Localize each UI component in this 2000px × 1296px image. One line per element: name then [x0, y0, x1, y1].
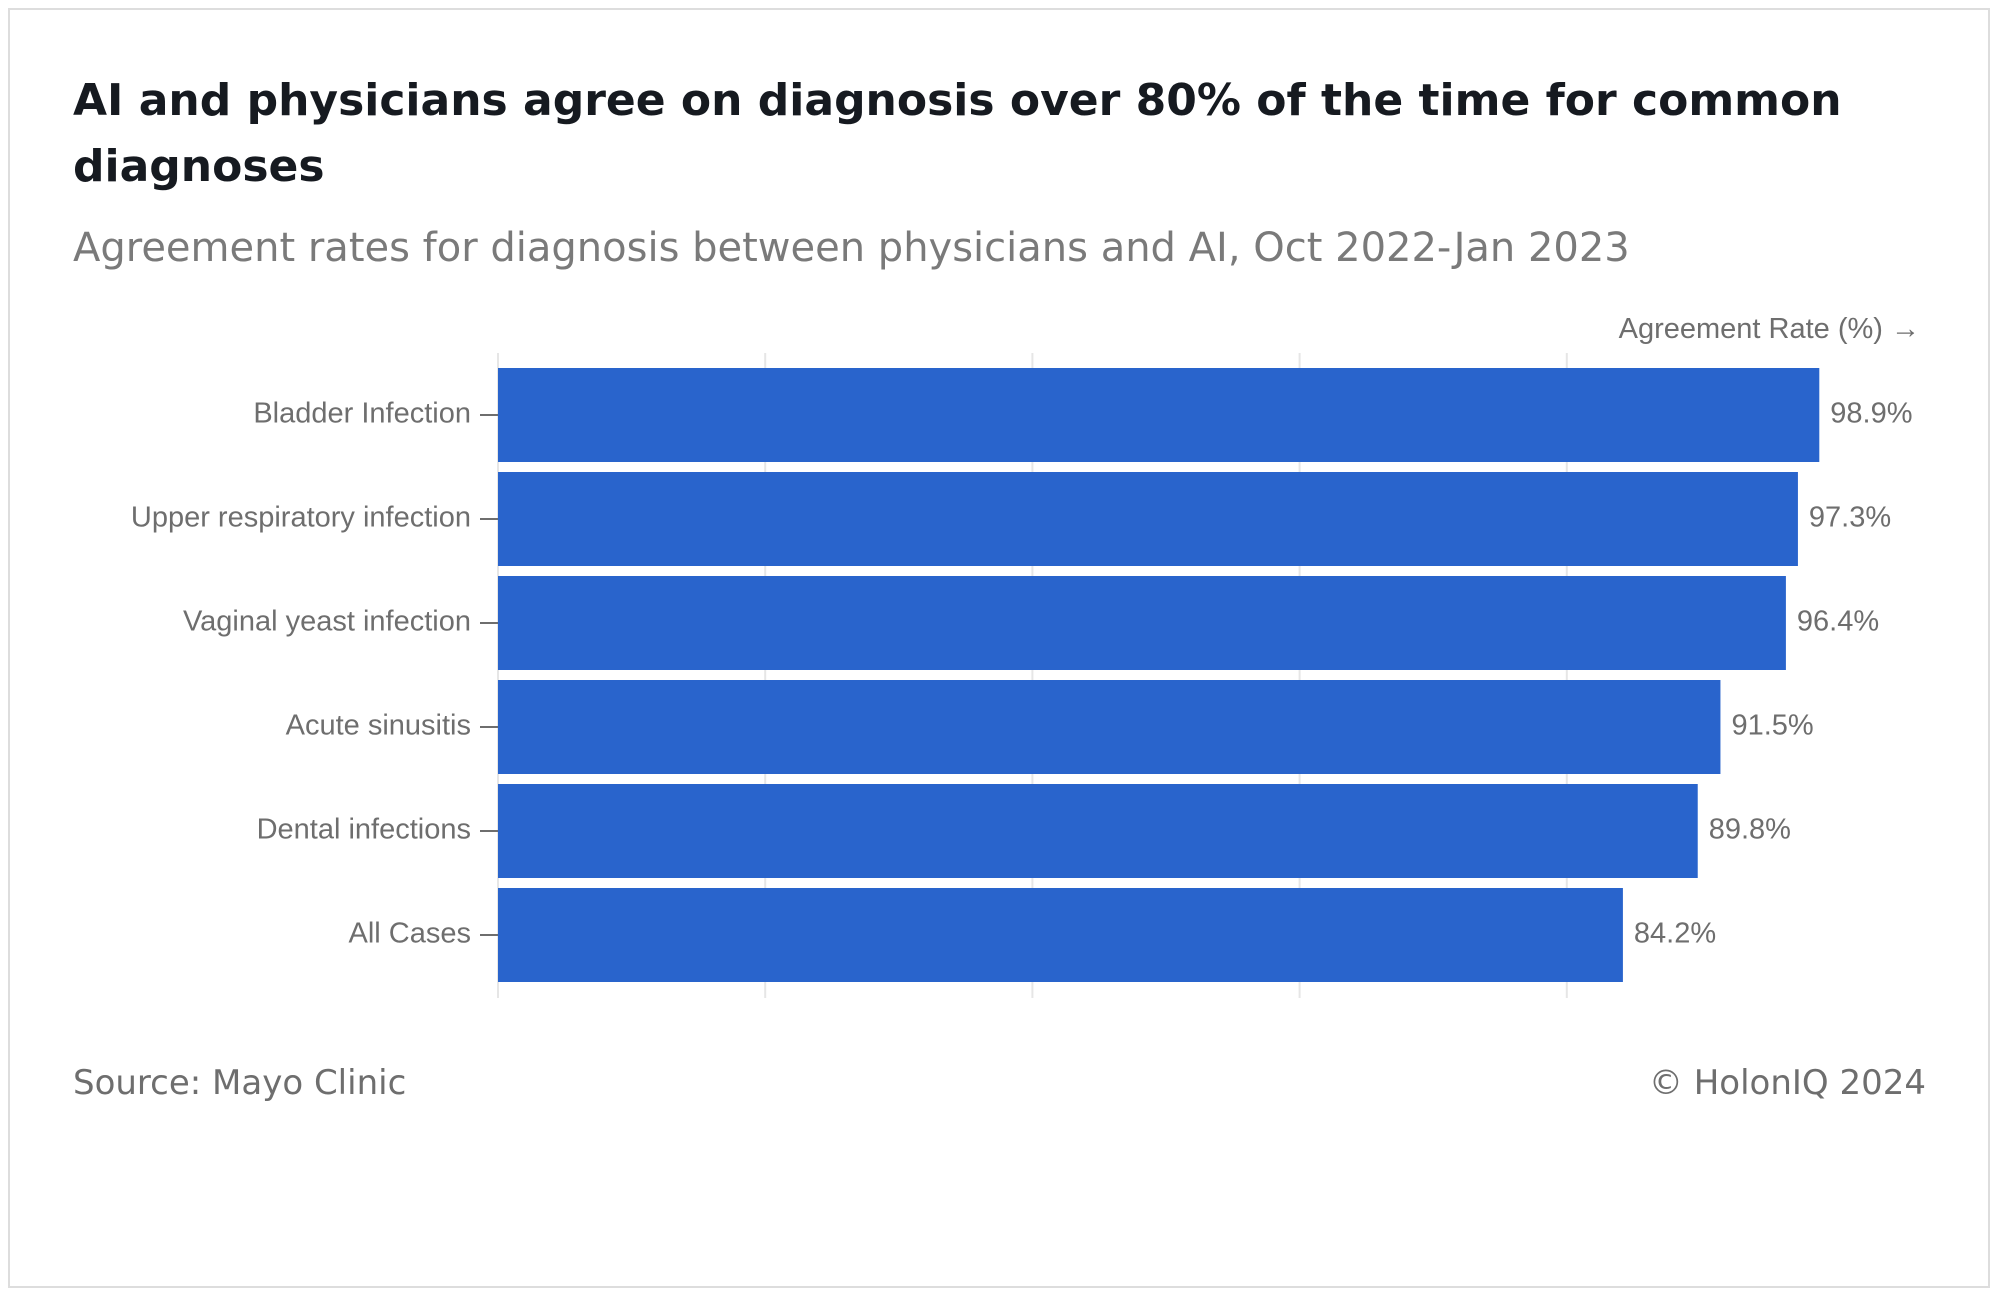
category-label: Dental infections — [257, 814, 471, 846]
data-label: 97.3% — [1809, 502, 1891, 534]
bar — [498, 784, 1698, 878]
bar — [498, 888, 1623, 982]
category-label: Vaginal yeast infection — [183, 606, 471, 638]
bars — [498, 368, 1820, 982]
chart-subtitle: Agreement rates for diagnosis between ph… — [73, 225, 1630, 271]
bar — [498, 680, 1721, 774]
source-note: Source: Mayo Clinic — [73, 1063, 407, 1103]
category-label: Acute sinusitis — [286, 710, 471, 742]
bar — [498, 576, 1786, 670]
chart-title: AI and physicians agree on diagnosis ove… — [73, 75, 1842, 192]
category-label: Bladder Infection — [253, 398, 471, 430]
bar — [498, 368, 1820, 462]
data-label: 98.9% — [1830, 398, 1912, 430]
copyright-note: © HolonIQ 2024 — [1648, 1063, 1926, 1103]
bar — [498, 472, 1798, 566]
data-label: 91.5% — [1731, 710, 1813, 742]
category-label: All Cases — [349, 918, 472, 950]
data-label: 96.4% — [1797, 606, 1879, 638]
category-labels: Bladder Infection Upper respiratory infec… — [131, 398, 498, 950]
data-label: 84.2% — [1634, 918, 1716, 950]
data-label: 89.8% — [1709, 814, 1791, 846]
x-axis-title: Agreement Rate (%) → — [1619, 313, 1920, 345]
category-label: Upper respiratory infection — [131, 502, 471, 534]
value-labels: 98.9% 97.3% 96.4% 91.5% 89.8% 84.2% — [1634, 398, 1913, 950]
